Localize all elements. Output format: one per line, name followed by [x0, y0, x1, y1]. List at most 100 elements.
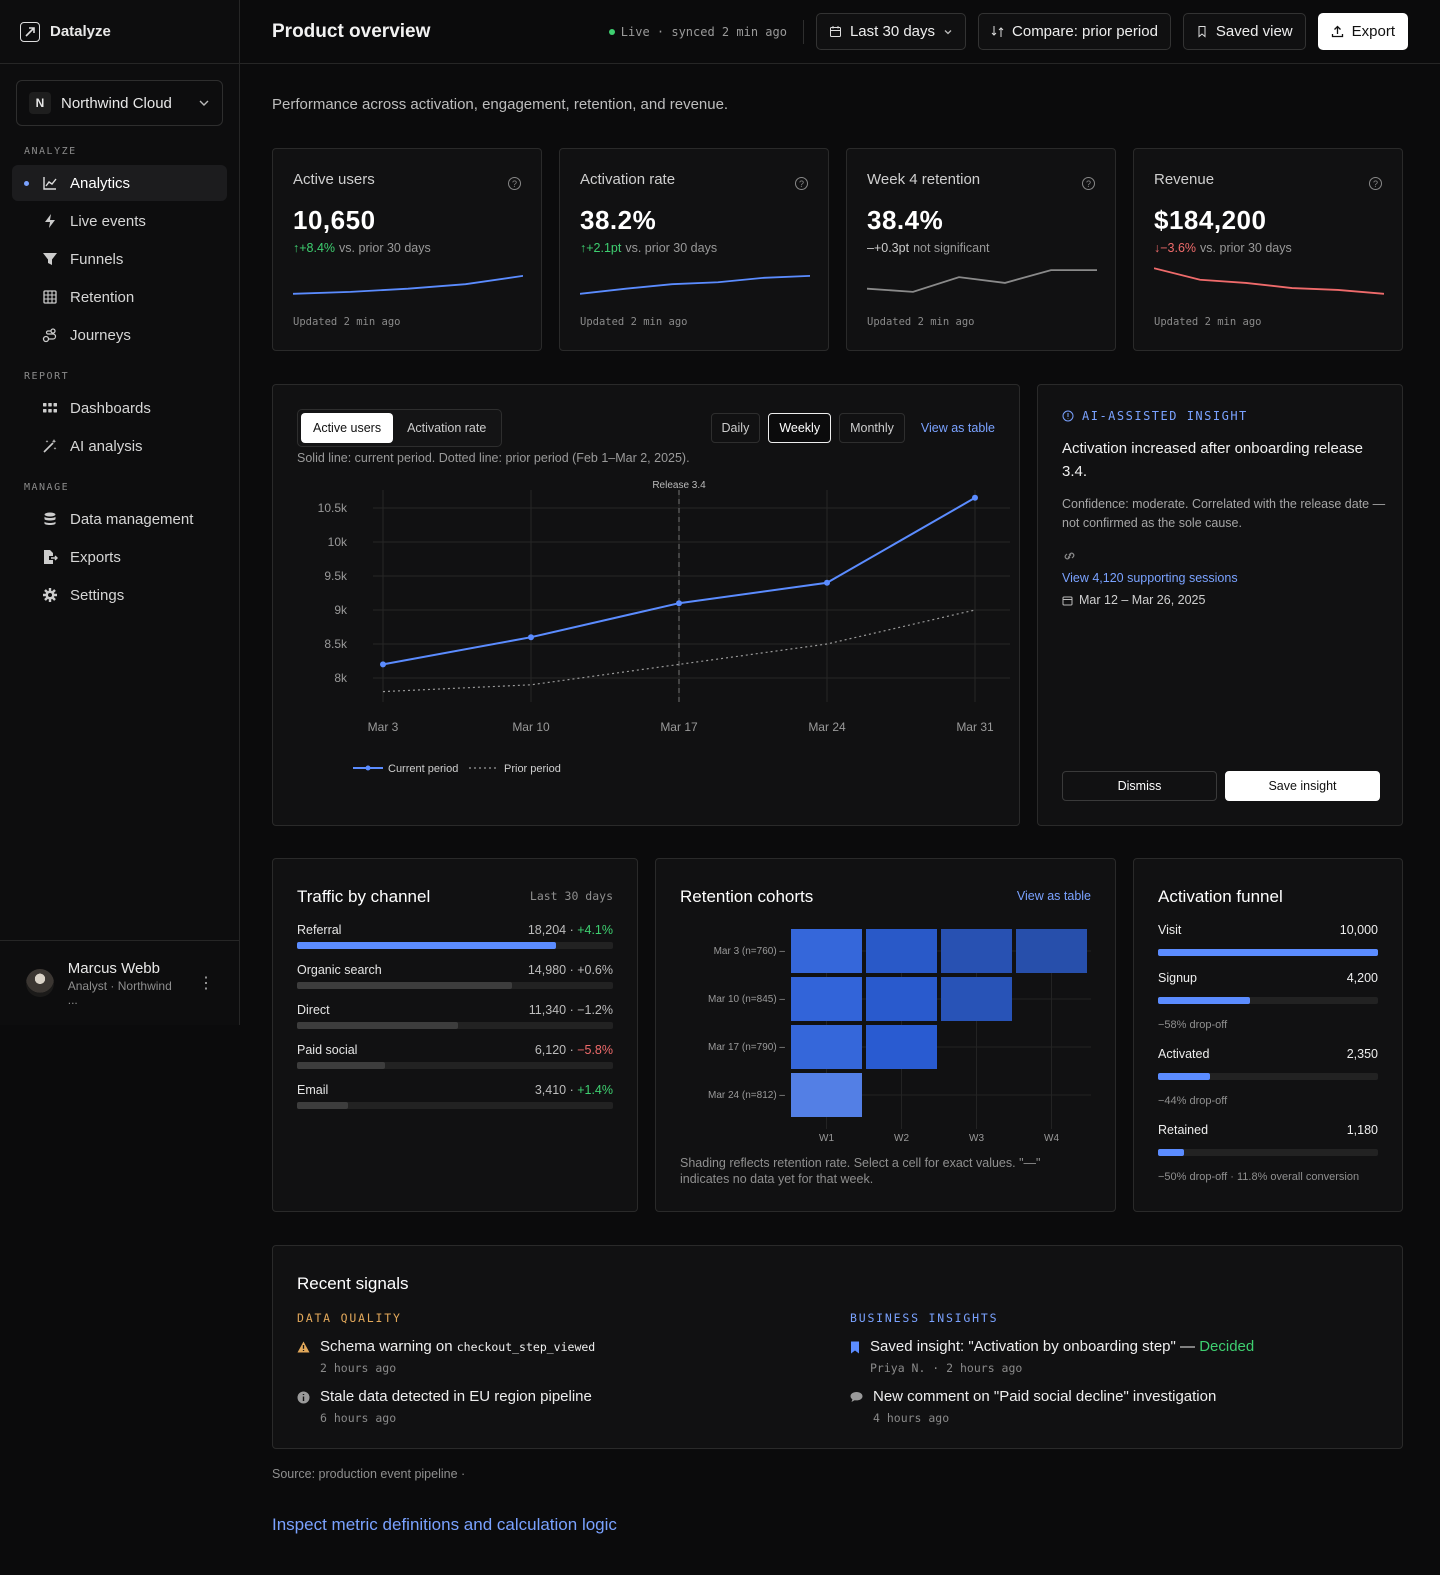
funnel-bar-track [1158, 997, 1378, 1004]
heatmap-cell[interactable] [791, 1025, 862, 1069]
heatmap-cell[interactable] [1016, 929, 1087, 973]
view-as-table-link[interactable]: View as table [920, 421, 995, 435]
saved-view-button[interactable]: Saved view [1182, 13, 1306, 50]
kpi-card[interactable]: Active users? 10,650 ↑+8.4% vs. prior 30 da… [272, 148, 542, 351]
sparkline-path [1154, 267, 1384, 295]
channel-value: 6,120 · −5.8% [535, 1043, 613, 1057]
heatmap-cell[interactable] [866, 977, 937, 1021]
data-point[interactable] [676, 600, 682, 607]
heatmap-cell[interactable] [791, 929, 862, 973]
data-point[interactable] [972, 494, 978, 501]
heatmap-cell[interactable] [941, 977, 1012, 1021]
channel-row[interactable]: Referral 18,204 · +4.1% [297, 923, 613, 963]
channel-row[interactable]: Email 3,410 · +1.4% [297, 1083, 613, 1123]
sidebar-item-journeys[interactable]: Journeys [12, 317, 227, 353]
heatmap-cell[interactable] [941, 929, 1012, 973]
sidebar-item-live-events[interactable]: Live events [12, 203, 227, 239]
channel-bar [297, 1062, 386, 1069]
sparkline [1154, 267, 1384, 295]
sidebar-item-exports[interactable]: Exports [12, 539, 227, 575]
sidebar-item-funnels[interactable]: Funnels [12, 241, 227, 277]
tab-activation-rate[interactable]: Activation rate [407, 421, 487, 435]
data-point[interactable] [528, 634, 534, 641]
calendar-icon [1062, 596, 1073, 605]
channel-change: −1.2% [577, 1003, 613, 1017]
kpi-card[interactable]: Activation rate? 38.2% ↑+2.1pt vs. prior 30… [559, 148, 829, 351]
help-icon[interactable]: ? [1369, 177, 1382, 190]
kpi-card[interactable]: Week 4 retention? 38.4% –+0.3pt not signifi… [846, 148, 1116, 351]
heatmap-cell[interactable] [866, 1025, 937, 1069]
funnel-step-label: Activated [1158, 1047, 1210, 1061]
signal-item[interactable]: New comment on "Paid social decline" inv… [850, 1388, 1216, 1425]
separator: · [566, 1003, 578, 1017]
legend-marker [365, 765, 371, 771]
sidebar-item-ai-analysis[interactable]: AI analysis [12, 428, 227, 464]
kpi-updated: Updated 2 min ago [293, 316, 401, 328]
sidebar-item-label: Settings [70, 586, 125, 604]
channel-row[interactable]: Organic search 14,980 · +0.6% [297, 963, 613, 1003]
nav-section-heading: ANALYZE [24, 146, 77, 157]
channel-row[interactable]: Direct 11,340 · −1.2% [297, 1003, 613, 1043]
sidebar-item-settings[interactable]: Settings [12, 577, 227, 613]
bar-track [297, 1062, 613, 1069]
retention-view-table-link[interactable]: View as table [1016, 889, 1091, 903]
main-chart-card: Active users Activation rate Daily Weekl… [272, 384, 1020, 826]
heatmap-cell[interactable] [791, 977, 862, 1021]
supporting-sessions-link[interactable]: View 4,120 supporting sessions [1062, 571, 1238, 585]
sidebar-item-data-management[interactable]: Data management [12, 501, 227, 537]
channel-row[interactable]: Paid social 6,120 · −5.8% [297, 1043, 613, 1083]
heatmap-cell[interactable] [791, 1073, 862, 1117]
data-point[interactable] [824, 579, 830, 586]
granularity-daily[interactable]: Daily [710, 413, 761, 443]
y-tick-label: 8k [334, 671, 348, 685]
business-insights-heading: BUSINESS INSIGHTS [850, 1311, 999, 1325]
annotation-label: Release 3.4 [652, 480, 706, 491]
granularity-weekly[interactable]: Weekly [768, 413, 832, 443]
signal-meta: 2 hours ago [320, 1361, 397, 1375]
live-dot-icon [608, 28, 615, 35]
heatmap-cell[interactable] [866, 929, 937, 973]
compare-button[interactable]: Compare: prior period [978, 13, 1171, 50]
sidebar-item-label: AI analysis [70, 437, 143, 455]
insight-tag: AI-ASSISTED INSIGHT [1062, 409, 1248, 423]
divider [802, 19, 804, 44]
metric-definitions-link[interactable]: Inspect metric definitions and calculati… [272, 1515, 617, 1534]
signal-item[interactable]: Schema warning on checkout_step_viewed 2… [297, 1338, 595, 1375]
help-icon[interactable]: ? [1082, 177, 1095, 190]
kpi-updated: Updated 2 min ago [867, 316, 975, 328]
y-tick-label: 10.5k [318, 501, 348, 515]
channel-name: Organic search [297, 963, 382, 977]
funnel-title: Activation funnel [1158, 887, 1283, 906]
sidebar-item-label: Exports [70, 548, 121, 566]
kpi-card[interactable]: Revenue? $184,200 ↓−3.6% vs. prior 30 days U… [1133, 148, 1403, 351]
funnel-icon [43, 253, 57, 265]
brand[interactable]: Datalyze [0, 0, 239, 64]
legend-label: Prior period [504, 763, 561, 775]
dismiss-button[interactable]: Dismiss [1062, 771, 1217, 801]
user-profile[interactable]: Marcus Webb Analyst · Northwind ... ⋮ [0, 940, 240, 1025]
more-options-icon[interactable]: ⋮ [198, 975, 214, 992]
org-switcher[interactable]: N Northwind Cloud [16, 80, 223, 126]
sidebar-item-retention[interactable]: Retention [12, 279, 227, 315]
source-note: Source: production event pipeline · [272, 1467, 466, 1481]
x-tick-label: Mar 31 [956, 720, 994, 734]
help-icon[interactable]: ? [795, 177, 808, 190]
tab-active-users[interactable]: Active users [301, 413, 394, 443]
funnel-step-value: 1,180 [1346, 1123, 1378, 1137]
help-icon[interactable]: ? [508, 177, 521, 190]
save-insight-button[interactable]: Save insight [1225, 771, 1380, 801]
signal-text: New comment on "Paid social decline" inv… [873, 1388, 1217, 1405]
kpi-delta: ↑+2.1pt vs. prior 30 days [580, 241, 717, 255]
export-button[interactable]: Export [1317, 13, 1408, 50]
sidebar-item-analytics[interactable]: Analytics [12, 165, 227, 201]
signal-item[interactable]: Saved insight: "Activation by onboarding… [850, 1338, 1254, 1375]
signal-item[interactable]: Stale data detected in EU region pipelin… [297, 1388, 592, 1425]
data-point[interactable] [380, 661, 386, 668]
granularity-monthly[interactable]: Monthly [839, 413, 905, 443]
y-tick-label: 10k [328, 535, 348, 549]
date-range-button[interactable]: Last 30 days [815, 13, 967, 50]
channel-count: 18,204 [527, 923, 567, 937]
chevron-down-icon [944, 29, 952, 34]
warning-icon [297, 1341, 310, 1353]
sidebar-item-dashboards[interactable]: Dashboards [12, 390, 227, 426]
